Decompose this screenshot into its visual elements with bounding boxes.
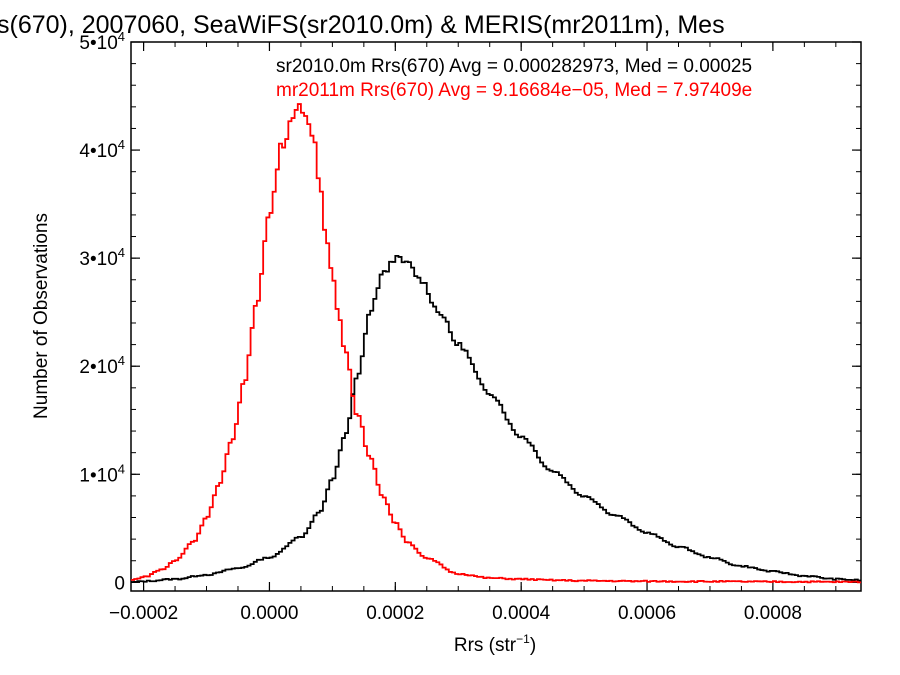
annotation-seawifs-stats: sr2010.0m Rrs(670) Avg = 0.000282973, Me…	[276, 56, 752, 77]
series-seawifs-histogram	[131, 254, 861, 583]
y-tick-label: 1•104	[79, 461, 125, 486]
y-tick-label: 3•104	[79, 245, 125, 270]
y-tick-label: 0	[114, 573, 125, 594]
y-axis-label: Number of Observations	[31, 213, 52, 419]
y-tick-label: 4•104	[79, 137, 125, 162]
x-axis-label-close: )	[530, 635, 536, 656]
plot-frame	[130, 41, 862, 592]
x-tick-label: 0.0004	[492, 603, 551, 624]
x-axis: −0.0002 0.0000 0.0002 0.0004 0.0006 0.0008	[109, 42, 837, 624]
x-tick-label: −0.0002	[109, 603, 178, 624]
y-tick-label: 5•104	[79, 29, 125, 54]
x-tick-label: 0.0008	[744, 603, 802, 624]
annotation-meris-stats: mr2011m Rrs(670) Avg = 9.16684e−05, Med …	[276, 80, 752, 101]
x-tick-label: 0.0006	[618, 603, 676, 624]
x-tick-label: 0.0000	[240, 603, 298, 624]
x-axis-label-sup: −1	[516, 632, 530, 646]
x-axis-label-text: Rrs (str	[454, 635, 517, 656]
y-axis: 0 1•104 2•104 3•104 4•104 5•104	[79, 29, 861, 594]
chart-title: s(670), 2007060, SeaWiFS(sr2010.0m) & ME…	[0, 11, 725, 39]
y-tick-label: 2•104	[79, 353, 125, 378]
series-layer	[131, 103, 861, 584]
x-axis-label: Rrs (str−1)	[454, 632, 536, 656]
x-tick-label: 0.0002	[366, 603, 424, 624]
series-meris-histogram	[131, 103, 861, 584]
